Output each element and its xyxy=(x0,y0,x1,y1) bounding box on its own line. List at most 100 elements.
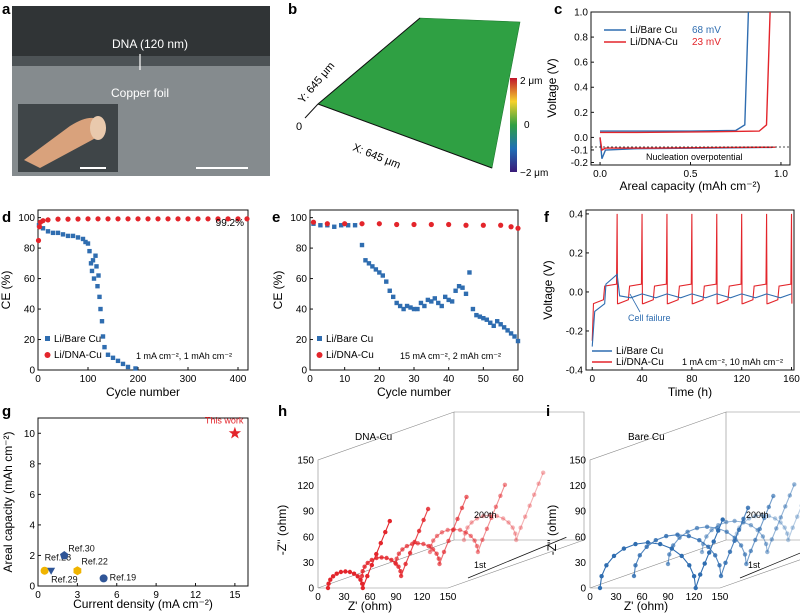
c-ytick-label: 0.6 xyxy=(574,58,588,69)
condition-e: 15 mA cm⁻², 2 mAh cm⁻² xyxy=(400,351,501,361)
e-point-bare xyxy=(467,270,472,275)
d-point-bare xyxy=(125,364,131,370)
y-axis-title-g: Areal capacity (mAh cm⁻²) xyxy=(1,431,15,572)
f-dna-voltage-curve xyxy=(591,213,793,341)
d-point-bare xyxy=(70,233,76,239)
d-point-bare xyxy=(75,235,81,240)
e-point-bare xyxy=(470,306,476,312)
h-nyquist-point xyxy=(347,569,353,575)
i-nyquist-point xyxy=(748,523,754,528)
cell-failure-arrow xyxy=(629,293,641,313)
i-ytick-label: 90 xyxy=(575,507,587,518)
y-axis-title-h: -Z'' (ohm) xyxy=(275,505,289,556)
last-cycle-label-i: 200th xyxy=(746,510,769,520)
d-point-dna xyxy=(65,216,71,222)
i-nyquist-point xyxy=(604,563,609,568)
h-nyquist-point xyxy=(403,561,408,567)
e-point-bare xyxy=(363,258,368,263)
g-xtick-label: 3 xyxy=(75,590,81,601)
d-point-bare xyxy=(93,253,98,258)
i-nyquist-point xyxy=(732,538,737,543)
h-nyquist-point xyxy=(431,538,436,543)
first-cycle-label-h: 1st xyxy=(474,560,487,570)
h-nyquist-point xyxy=(374,551,379,557)
g-xtick-label: 0 xyxy=(35,590,41,601)
d-point-bare xyxy=(65,233,71,239)
h-nyquist-point xyxy=(360,581,365,586)
legend-bare-e: Li/Bare Cu xyxy=(326,334,373,345)
h-nyquist-point xyxy=(369,562,374,568)
e-xtick-label: 10 xyxy=(339,374,351,385)
i-nyquist-point xyxy=(611,553,617,559)
d-point-dna xyxy=(185,216,191,222)
e-xtick-label: 60 xyxy=(512,374,524,385)
h-nyquist-point xyxy=(398,573,404,579)
h-nyquist-point xyxy=(365,573,370,579)
i-nyquist-point xyxy=(741,516,746,521)
e-point-bare xyxy=(432,296,437,301)
h-nyquist-point xyxy=(434,533,440,539)
e-point-bare xyxy=(463,291,469,297)
colorbar-tick-bottom: −2 μm xyxy=(520,168,548,179)
h-xtick-label: 60 xyxy=(364,592,376,603)
e-ytick-label: 40 xyxy=(296,305,308,316)
i-nyquist-point xyxy=(778,515,783,520)
h-nyquist-point xyxy=(518,525,523,530)
d-point-dna xyxy=(145,216,151,222)
i-nyquist-point xyxy=(757,526,762,532)
i-nyquist-point xyxy=(675,532,680,537)
h-nyquist-point xyxy=(383,529,388,535)
d-point-bare xyxy=(88,261,94,266)
d-point-dna xyxy=(155,216,161,222)
panel-b: b Y: 645 μm X: 645 μm 0 2 μm 0 −2 μm xyxy=(288,1,548,179)
h-nyquist-point xyxy=(396,564,401,569)
d-ytick-label: 40 xyxy=(24,305,36,316)
e-point-bare xyxy=(401,306,406,312)
h-nyquist-point xyxy=(400,547,405,552)
c-ytick-label: 0.0 xyxy=(574,133,588,144)
condition-d: 1 mA cm⁻², 1 mAh cm⁻² xyxy=(136,351,232,361)
g-point-label: Ref.28 xyxy=(45,553,72,563)
nucleation-annotation: Nucleation overpotential xyxy=(646,152,743,162)
d-point-bare xyxy=(85,241,91,246)
e-point-bare xyxy=(505,328,510,333)
h-nyquist-point xyxy=(475,549,481,555)
e-point-bare xyxy=(359,242,365,248)
e-point-bare xyxy=(508,331,514,336)
colorbar xyxy=(510,78,517,172)
e-point-dna xyxy=(463,222,469,228)
i-nyquist-point xyxy=(667,552,672,557)
h-nyquist-point xyxy=(426,543,431,549)
i-nyquist-point xyxy=(772,516,778,521)
e-point-bare xyxy=(339,223,344,228)
ce-annotation: 99.2% xyxy=(216,218,244,229)
g-ytick-label: 10 xyxy=(24,429,36,440)
i-nyquist-point xyxy=(736,527,742,532)
h-ytick-label: 60 xyxy=(303,532,315,543)
d-point-dna xyxy=(35,237,42,244)
i-nyquist-point xyxy=(744,561,749,567)
d-point-dna xyxy=(225,216,231,222)
i-ytick-label: 0 xyxy=(580,584,586,595)
i-back-wall xyxy=(726,411,800,413)
i-nyquist-point xyxy=(713,553,718,558)
e-point-bare xyxy=(377,270,382,275)
i-nyquist-point xyxy=(766,504,771,510)
h-nyquist-point xyxy=(365,560,370,566)
plot-frame-e xyxy=(309,209,519,371)
i-nyquist-point xyxy=(697,538,702,543)
e-xtick-label: 40 xyxy=(443,374,455,385)
h-cycle-arrow xyxy=(467,536,567,579)
h-ytick-label: 150 xyxy=(297,456,314,467)
d-point-bare xyxy=(105,352,111,357)
i-nyquist-point xyxy=(787,493,792,498)
d-point-bare xyxy=(115,358,121,364)
e-point-dna xyxy=(394,221,400,228)
i-nyquist-point xyxy=(724,529,729,534)
g-point-label: Ref.19 xyxy=(110,572,137,582)
i-xtick-label: 150 xyxy=(712,592,729,603)
d-point-bare xyxy=(133,366,138,371)
e-point-bare xyxy=(477,314,483,319)
i-nyquist-point xyxy=(633,563,638,568)
